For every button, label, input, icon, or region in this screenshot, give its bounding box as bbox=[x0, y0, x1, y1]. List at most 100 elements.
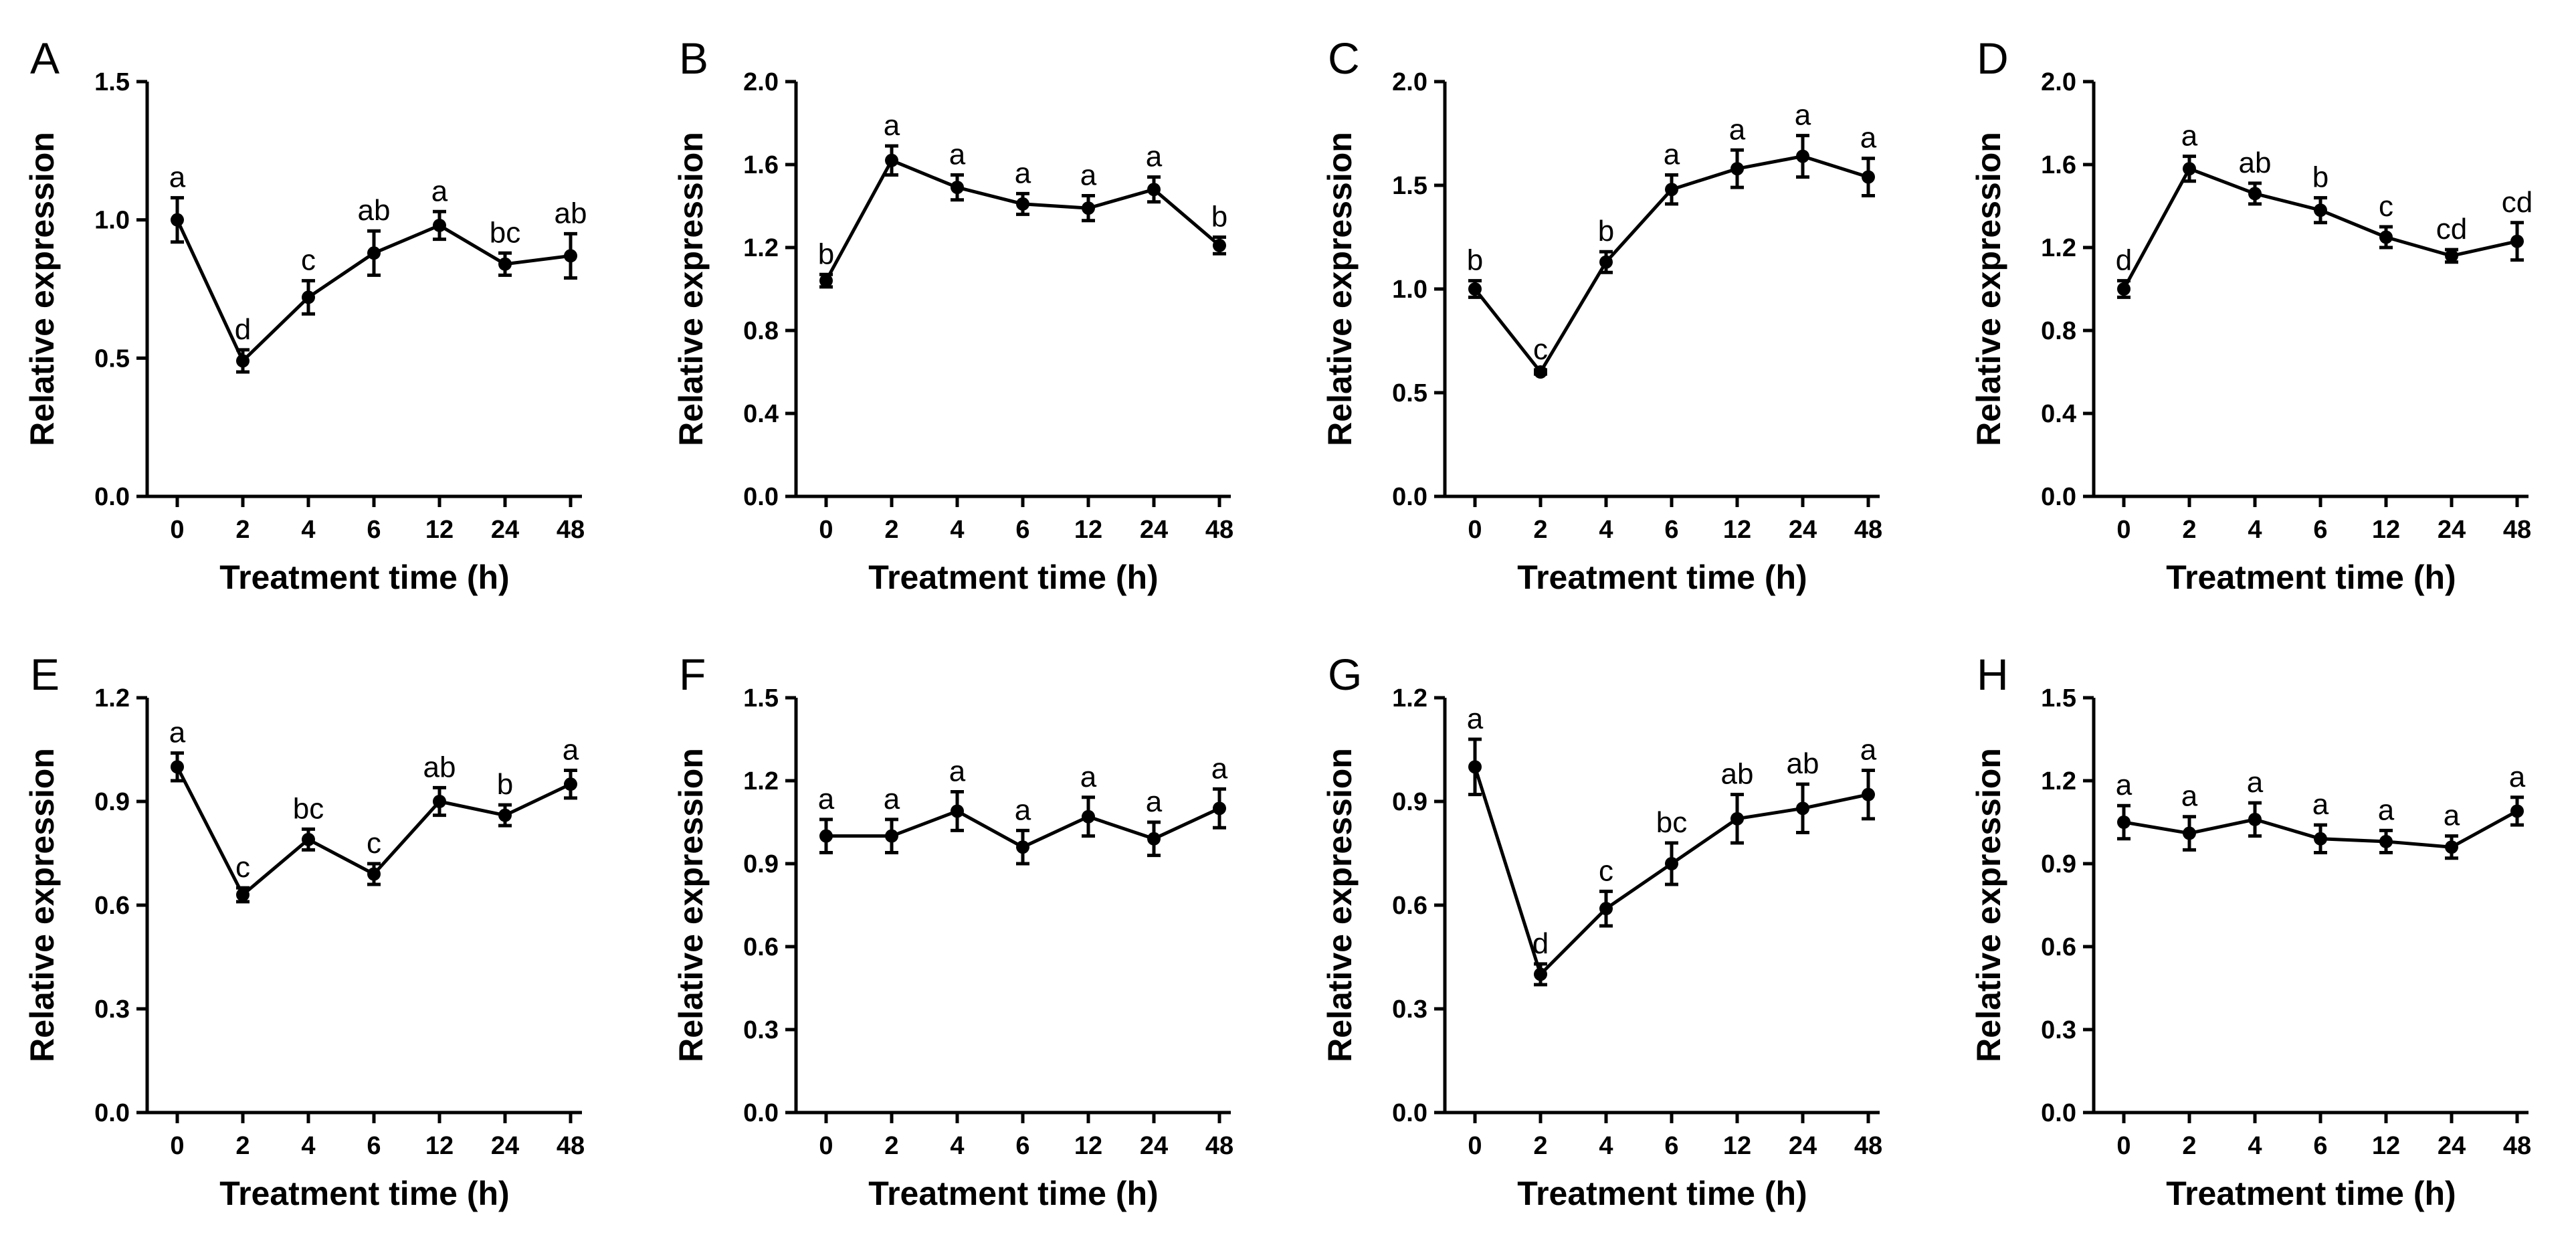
significance-letter: a bbox=[2116, 769, 2133, 801]
x-tick-label: 12 bbox=[425, 1132, 454, 1160]
significance-letter: ab bbox=[423, 751, 456, 783]
y-tick-label: 0.5 bbox=[1392, 379, 1427, 407]
significance-letter: ab bbox=[1721, 758, 1754, 791]
x-tick-label: 24 bbox=[2438, 516, 2466, 544]
significance-letter: a bbox=[818, 783, 835, 816]
y-tick-label: 1.2 bbox=[743, 234, 779, 262]
x-tick-label: 12 bbox=[1723, 1132, 1751, 1160]
x-tick-label: 4 bbox=[1599, 1132, 1613, 1160]
data-point bbox=[1468, 760, 1482, 774]
data-point bbox=[564, 777, 577, 791]
y-tick-label: 0.0 bbox=[1392, 483, 1427, 511]
data-point bbox=[1796, 801, 1809, 816]
significance-letter: c bbox=[367, 827, 381, 860]
significance-letter: d bbox=[1532, 927, 1549, 960]
x-tick-label: 6 bbox=[1664, 1132, 1678, 1160]
significance-letter: a bbox=[2312, 788, 2329, 821]
significance-letter: a bbox=[1146, 140, 1163, 173]
y-tick-label: 1.2 bbox=[1392, 684, 1427, 712]
significance-letter: b bbox=[2312, 161, 2329, 194]
significance-letter: c bbox=[2379, 190, 2393, 223]
significance-letter: a bbox=[1080, 761, 1097, 793]
data-point bbox=[498, 257, 512, 271]
data-point bbox=[1599, 902, 1613, 916]
x-tick-label: 4 bbox=[2248, 516, 2262, 544]
data-point bbox=[564, 249, 577, 263]
data-point bbox=[1534, 365, 1547, 379]
significance-letter: bc bbox=[490, 216, 520, 249]
significance-letter: a bbox=[431, 175, 448, 207]
x-tick-label: 12 bbox=[2372, 516, 2400, 544]
data-point bbox=[498, 808, 512, 822]
y-tick-label: 0.3 bbox=[1392, 995, 1427, 1024]
significance-letter: a bbox=[1080, 159, 1097, 192]
panel-letter: A bbox=[30, 33, 60, 83]
x-tick-label: 6 bbox=[2313, 1132, 2327, 1160]
y-tick-label: 0.0 bbox=[94, 1099, 130, 1127]
x-tick-label: 6 bbox=[367, 1132, 381, 1160]
y-tick-label: 2.0 bbox=[743, 68, 779, 96]
x-tick-label: 12 bbox=[2372, 1132, 2400, 1160]
data-point bbox=[433, 218, 446, 232]
significance-letter: c bbox=[301, 244, 316, 277]
y-tick-label: 2.0 bbox=[2041, 68, 2076, 96]
y-axis-title: Relative expression bbox=[1970, 132, 2007, 446]
data-point bbox=[1665, 183, 1678, 197]
data-point bbox=[302, 290, 315, 304]
significance-letter: a bbox=[1729, 113, 1746, 146]
significance-letter: a bbox=[884, 783, 900, 816]
x-tick-label: 48 bbox=[557, 516, 585, 544]
data-point bbox=[1862, 787, 1875, 801]
significance-letter: b bbox=[1467, 244, 1483, 277]
y-axis-title: Relative expression bbox=[1970, 748, 2007, 1062]
x-axis-title: Treatment time (h) bbox=[2166, 1175, 2456, 1212]
x-tick-label: 48 bbox=[1854, 1132, 1882, 1160]
data-point bbox=[302, 832, 315, 846]
significance-letter: a bbox=[1664, 138, 1680, 171]
panel-letter: E bbox=[30, 650, 60, 699]
data-point bbox=[2510, 234, 2524, 248]
significance-letter: a bbox=[884, 109, 900, 142]
significance-letter: a bbox=[2181, 780, 2198, 813]
data-point bbox=[1665, 857, 1678, 870]
significance-letter: bc bbox=[293, 792, 324, 825]
significance-letter: a bbox=[949, 755, 966, 788]
y-tick-label: 0.8 bbox=[2041, 317, 2076, 345]
data-point bbox=[1213, 238, 1226, 252]
significance-letter: ab bbox=[555, 197, 587, 229]
significance-letter: a bbox=[2444, 799, 2460, 832]
data-point bbox=[236, 354, 250, 368]
significance-letter: a bbox=[2509, 761, 2526, 793]
y-tick-label: 2.0 bbox=[1392, 68, 1427, 96]
panel-letter: G bbox=[1328, 650, 1362, 699]
x-tick-label: 0 bbox=[819, 1132, 833, 1160]
y-tick-label: 0.8 bbox=[743, 317, 779, 345]
x-tick-label: 2 bbox=[2182, 516, 2196, 544]
data-point bbox=[1796, 149, 1809, 163]
x-axis-title: Treatment time (h) bbox=[2166, 559, 2456, 596]
x-tick-label: 6 bbox=[1664, 516, 1678, 544]
data-point bbox=[2379, 230, 2393, 244]
x-tick-label: 2 bbox=[2182, 1132, 2196, 1160]
data-point bbox=[1534, 967, 1547, 981]
y-axis-title: Relative expression bbox=[672, 132, 710, 446]
x-tick-label: 6 bbox=[2313, 516, 2327, 544]
y-tick-label: 0.4 bbox=[743, 400, 779, 428]
x-tick-label: 0 bbox=[2116, 1132, 2131, 1160]
significance-letter: ab bbox=[2239, 147, 2272, 179]
x-tick-label: 12 bbox=[425, 516, 454, 544]
y-axis-title: Relative expression bbox=[1321, 748, 1359, 1062]
y-tick-label: 0.0 bbox=[2041, 1099, 2076, 1127]
y-tick-label: 0.4 bbox=[2041, 400, 2076, 428]
data-point bbox=[2445, 840, 2458, 854]
y-tick-label: 1.5 bbox=[2041, 684, 2076, 712]
x-tick-label: 48 bbox=[1205, 516, 1233, 544]
y-tick-label: 0.5 bbox=[94, 345, 130, 373]
x-tick-label: 12 bbox=[1074, 1132, 1102, 1160]
data-point bbox=[2248, 187, 2262, 201]
significance-letter: a bbox=[949, 138, 966, 171]
y-tick-label: 1.0 bbox=[94, 207, 130, 235]
significance-letter: b bbox=[1598, 215, 1614, 248]
y-tick-label: 1.0 bbox=[1392, 276, 1427, 304]
